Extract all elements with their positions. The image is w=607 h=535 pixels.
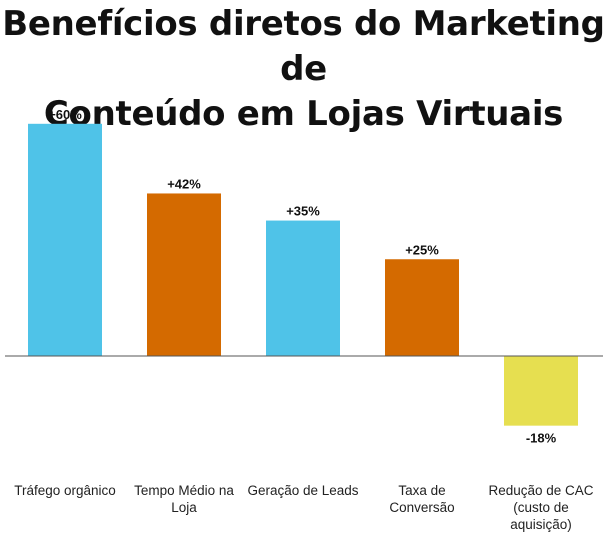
bar-2 (147, 193, 221, 356)
data-label-2: +42% (167, 176, 201, 191)
chart-title: Benefícios diretos do Marketing de Conte… (0, 2, 607, 137)
category-label-4-line-2: Conversão (389, 500, 455, 515)
category-label-4: Taxa de Conversão (357, 482, 487, 516)
category-label-2: Tempo Médio na Loja (119, 482, 249, 516)
category-label-2-line-1: Tempo Médio na (134, 483, 234, 498)
category-label-5: Redução de CAC (custo de aquisição) (476, 482, 606, 533)
category-label-1-line-1: Tráfego orgânico (14, 483, 116, 498)
category-label-5-line-2: (custo de (513, 500, 569, 515)
bar-5 (504, 356, 578, 426)
data-label-4: +25% (405, 242, 439, 257)
chart-title-line-1: Benefícios diretos do Marketing de (2, 4, 605, 89)
chart-title-line-2: Conteúdo em Lojas Virtuais (43, 94, 564, 134)
data-label-5: -18% (526, 431, 557, 446)
category-label-2-line-2: Loja (171, 500, 197, 515)
category-label-3-line-1: Geração de Leads (247, 483, 359, 498)
category-label-5-line-3: aquisição) (510, 517, 572, 532)
category-label-1: Tráfego orgânico (0, 482, 130, 499)
bar-1 (28, 123, 102, 356)
category-label-3: Geração de Leads (238, 482, 368, 499)
bar-4 (385, 259, 459, 356)
category-label-5-line-1: Redução de CAC (488, 483, 594, 498)
bar-3 (266, 220, 340, 356)
category-label-4-line-1: Taxa de (398, 483, 446, 498)
data-label-1: +60% (48, 107, 82, 122)
data-label-3: +35% (286, 204, 320, 219)
